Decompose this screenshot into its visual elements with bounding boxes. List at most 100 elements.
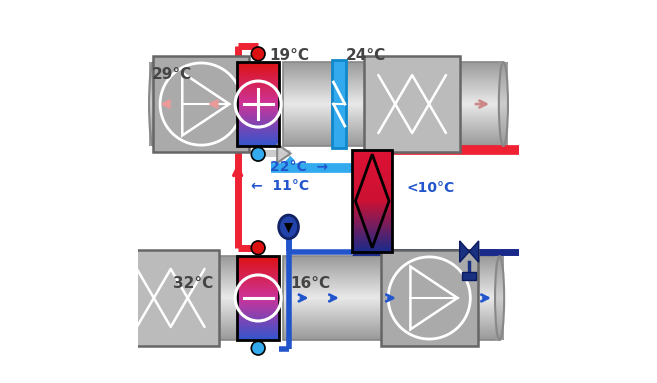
Bar (495, 297, 504, 298)
Bar (283, 266, 499, 267)
Bar (495, 308, 504, 309)
Bar (149, 121, 158, 122)
Bar (283, 90, 332, 92)
Bar (154, 134, 245, 135)
Bar (346, 144, 503, 145)
Bar (495, 268, 504, 269)
Bar (149, 309, 158, 310)
Bar (352, 195, 392, 196)
Bar (149, 93, 158, 94)
Bar (283, 331, 499, 332)
Bar (346, 107, 503, 108)
Bar (149, 106, 158, 108)
Bar (153, 56, 250, 152)
Bar (352, 218, 392, 219)
Bar (237, 314, 279, 315)
Bar (283, 93, 332, 94)
Bar (237, 101, 279, 103)
Bar (283, 275, 499, 277)
Bar (499, 106, 508, 108)
Bar (149, 100, 158, 101)
Bar (237, 123, 279, 124)
Bar (283, 280, 499, 281)
Text: <10°C: <10°C (407, 180, 455, 195)
Bar (237, 72, 279, 73)
Bar (352, 223, 392, 224)
Bar (352, 188, 392, 189)
Bar (346, 73, 503, 74)
Bar (149, 275, 158, 276)
Bar (237, 120, 279, 121)
Bar (499, 100, 508, 101)
Bar (283, 129, 332, 131)
Bar (237, 141, 279, 142)
Bar (499, 110, 508, 111)
Bar (346, 135, 503, 136)
Bar (283, 256, 499, 257)
Bar (237, 113, 279, 114)
Bar (154, 100, 245, 101)
Bar (149, 270, 158, 272)
Bar (352, 216, 392, 217)
Bar (499, 91, 508, 92)
Bar (283, 332, 499, 334)
Bar (352, 159, 392, 160)
Bar (149, 284, 158, 285)
Bar (237, 329, 279, 330)
Bar (283, 328, 499, 329)
Bar (283, 97, 332, 98)
Bar (495, 307, 504, 308)
Bar (346, 90, 503, 91)
Bar (149, 265, 158, 267)
Bar (499, 67, 508, 68)
Bar (283, 113, 332, 115)
Bar (237, 65, 279, 66)
Bar (154, 65, 245, 66)
Bar (237, 93, 279, 94)
Bar (499, 102, 508, 103)
Bar (499, 84, 508, 85)
Bar (346, 131, 503, 132)
Bar (499, 106, 508, 107)
Bar (352, 232, 392, 233)
Bar (283, 259, 499, 260)
Bar (237, 259, 279, 260)
Bar (237, 311, 279, 312)
Bar (154, 111, 245, 113)
Bar (154, 111, 245, 112)
Bar (237, 321, 279, 322)
Bar (154, 256, 241, 257)
Bar (149, 264, 158, 265)
Bar (346, 80, 503, 81)
Bar (499, 104, 508, 105)
Bar (499, 85, 508, 87)
Bar (149, 90, 158, 92)
Bar (237, 339, 279, 340)
Bar (154, 101, 245, 103)
Bar (346, 64, 503, 65)
Bar (499, 124, 508, 126)
Bar (154, 71, 245, 72)
Bar (154, 335, 241, 336)
Bar (237, 326, 279, 327)
Bar (499, 143, 508, 144)
Bar (149, 276, 158, 277)
Bar (352, 157, 392, 158)
Bar (346, 104, 503, 105)
Bar (352, 172, 392, 173)
Bar (495, 280, 504, 281)
Bar (346, 125, 503, 126)
Bar (283, 72, 332, 74)
Bar (154, 270, 241, 272)
Bar (283, 284, 499, 285)
Bar (352, 160, 392, 161)
Bar (237, 331, 279, 332)
Bar (495, 334, 504, 336)
Bar (495, 258, 504, 259)
Bar (283, 290, 499, 291)
Bar (499, 112, 508, 113)
Bar (352, 168, 392, 169)
Bar (154, 98, 245, 99)
Bar (463, 272, 476, 280)
Bar (346, 63, 503, 64)
